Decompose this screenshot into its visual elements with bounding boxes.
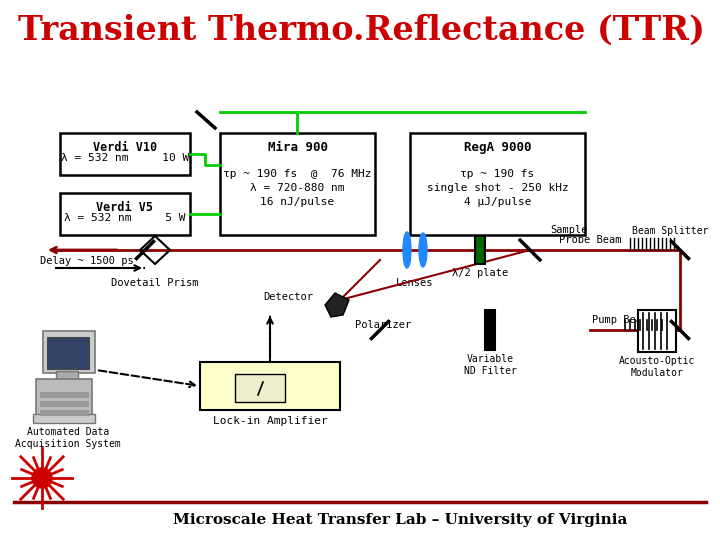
Text: λ = 532 nm     5 W: λ = 532 nm 5 W [64,213,186,223]
FancyBboxPatch shape [56,371,78,381]
Text: Dovetail Prism: Dovetail Prism [112,278,199,288]
Circle shape [32,468,52,488]
Text: Acousto-Optic
Modulator: Acousto-Optic Modulator [618,356,696,379]
Text: λ = 532 nm     10 W: λ = 532 nm 10 W [61,153,189,163]
FancyBboxPatch shape [40,392,88,397]
Polygon shape [325,293,349,317]
FancyBboxPatch shape [33,414,95,423]
Text: Verdi V5: Verdi V5 [96,201,153,214]
Text: Pump Beam: Pump Beam [592,315,648,325]
Text: Probe Beam: Probe Beam [559,235,621,245]
Ellipse shape [419,233,427,267]
FancyBboxPatch shape [410,133,585,235]
Text: Lock-in Amplifier: Lock-in Amplifier [212,416,328,426]
FancyBboxPatch shape [475,236,485,264]
FancyBboxPatch shape [200,362,340,410]
Text: Microscale Heat Transfer Lab – University of Virginia: Microscale Heat Transfer Lab – Universit… [173,513,627,527]
Text: Sample: Sample [550,225,588,235]
Text: Polarizer: Polarizer [355,320,411,330]
Text: Delay ~ 1500 ps: Delay ~ 1500 ps [40,256,134,266]
Text: Mira 900: Mira 900 [268,141,328,154]
Text: Lenses: Lenses [396,278,433,288]
FancyBboxPatch shape [40,401,88,406]
FancyBboxPatch shape [60,193,190,235]
FancyBboxPatch shape [36,379,92,415]
Text: Automated Data
Acquisition System: Automated Data Acquisition System [15,427,121,449]
Text: Variable
ND Filter: Variable ND Filter [464,354,516,376]
Text: τp ~ 190 fs
single shot - 250 kHz
4 μJ/pulse: τp ~ 190 fs single shot - 250 kHz 4 μJ/p… [427,169,568,207]
FancyBboxPatch shape [47,337,89,369]
FancyBboxPatch shape [485,310,495,350]
Text: Verdi V10: Verdi V10 [93,141,157,154]
Ellipse shape [403,232,411,268]
Text: RegA 9000: RegA 9000 [464,141,531,154]
Text: Beam Splitter: Beam Splitter [632,226,708,236]
FancyBboxPatch shape [638,310,676,352]
FancyBboxPatch shape [43,331,95,373]
FancyBboxPatch shape [40,410,88,415]
FancyBboxPatch shape [220,133,375,235]
Text: Transient Thermo.Reflectance (TTR): Transient Thermo.Reflectance (TTR) [18,14,705,46]
Text: Detector: Detector [263,292,313,302]
Text: τp ~ 190 fs  @  76 MHz
λ = 720-880 nm
16 nJ/pulse: τp ~ 190 fs @ 76 MHz λ = 720-880 nm 16 n… [223,169,372,207]
FancyBboxPatch shape [235,374,285,402]
FancyBboxPatch shape [60,133,190,175]
Text: λ/2 plate: λ/2 plate [452,268,508,278]
